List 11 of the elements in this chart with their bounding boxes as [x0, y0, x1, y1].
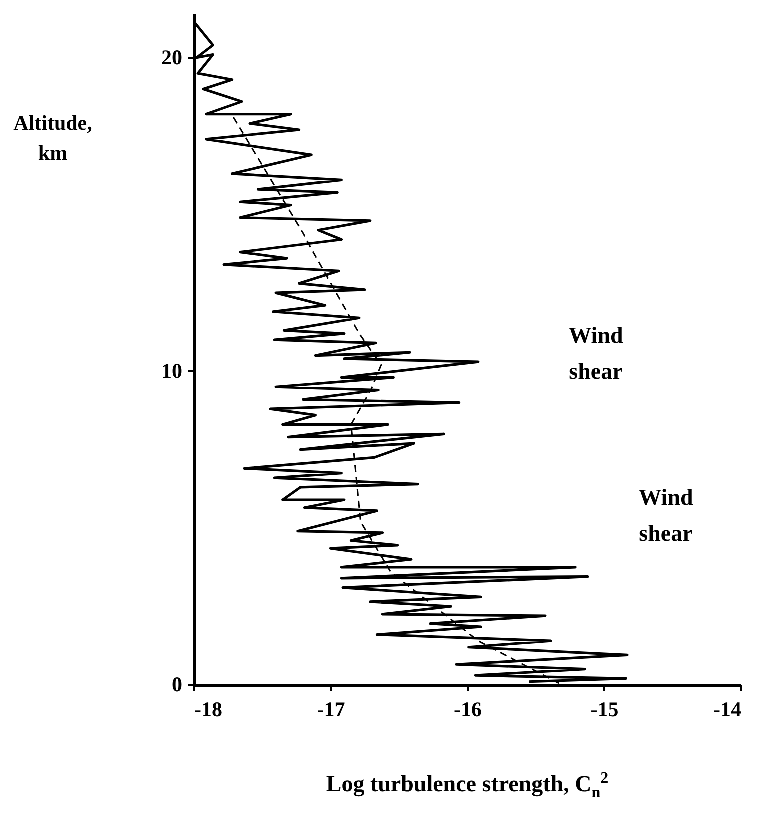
x-tick-label: -17 [317, 698, 346, 722]
x-tick-label: -14 [714, 698, 742, 722]
x-tick-label: -18 [194, 698, 222, 722]
y-tick-label: 10 [162, 358, 182, 383]
y-axis-title: Altitude, km [12, 110, 94, 167]
x-tick-label: -16 [454, 698, 482, 722]
x-tick-label: -15 [590, 698, 619, 722]
annotation: Wind shear [638, 484, 694, 548]
y-tick-label: 0 [172, 672, 182, 696]
y-tick-label: 20 [162, 45, 182, 70]
annotation: Wind shear [568, 322, 624, 386]
